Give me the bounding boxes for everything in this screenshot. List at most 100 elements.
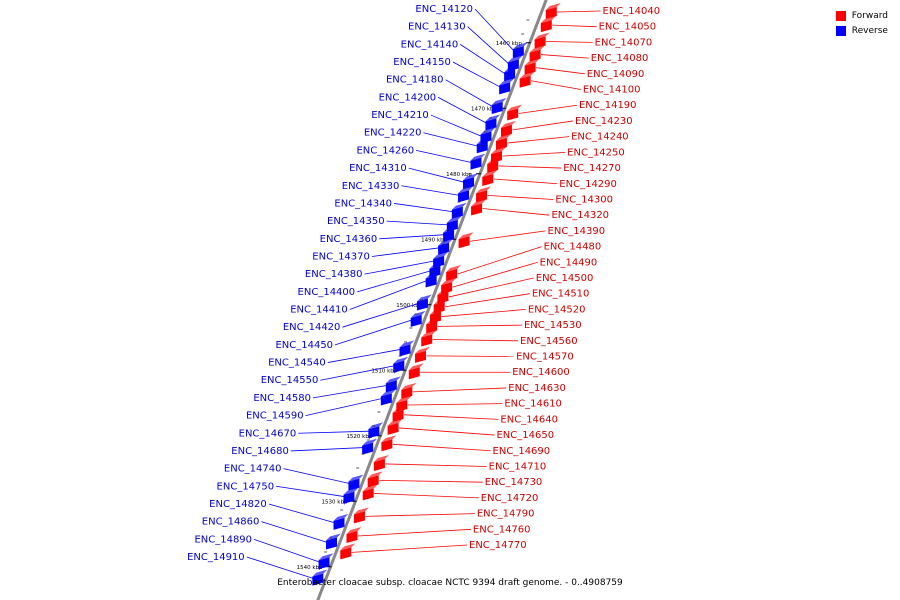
reverse-leader-line: [415, 150, 473, 164]
forward-gene-label: ENC_14560: [520, 336, 578, 347]
forward-gene-enc_14050: [540, 16, 556, 33]
forward-gene-enc_14650: [387, 418, 403, 435]
forward-gene-label: ENC_14770: [469, 540, 527, 551]
forward-leader-line: [351, 544, 468, 553]
forward-gene-label: ENC_14720: [481, 493, 539, 504]
reverse-leader-line: [386, 220, 449, 226]
forward-gene-label: ENC_14100: [583, 85, 641, 96]
reverse-leader-line: [357, 270, 432, 293]
forward-gene-enc_14040: [545, 3, 561, 19]
reverse-leader-line: [327, 348, 402, 363]
reverse-gene-label: ENC_14380: [305, 269, 363, 280]
reverse-leader-line: [423, 132, 479, 147]
forward-gene-enc_14730: [367, 471, 383, 488]
reverse-gene-label: ENC_14220: [364, 128, 422, 139]
forward-leader-line: [399, 427, 495, 436]
legend-forward: Forward: [835, 8, 888, 23]
reverse-gene-label: ENC_14680: [231, 446, 289, 457]
reverse-leader-line: [283, 468, 351, 484]
reverse-leader-line: [467, 26, 510, 65]
reverse-gene-label: ENC_14360: [320, 234, 378, 245]
forward-leader-line: [437, 324, 522, 327]
reverse-gene-label: ENC_14580: [253, 393, 311, 404]
reverse-gene-label: ENC_14200: [379, 92, 437, 103]
reverse-leader-line: [393, 203, 454, 213]
forward-gene-label: ENC_14270: [563, 163, 621, 174]
reverse-gene-label: ENC_14260: [356, 145, 414, 156]
reverse-swatch: [835, 25, 846, 36]
forward-leader-line: [498, 165, 562, 169]
reverse-gene-label: ENC_14340: [334, 198, 392, 209]
reverse-gene-enc_14590: [380, 389, 396, 406]
forward-leader-line: [470, 230, 546, 242]
reverse-gene-label: ENC_14860: [202, 517, 260, 528]
reverse-leader-line: [379, 234, 445, 240]
forward-gene-enc_14230: [500, 120, 516, 137]
reverse-leader-line: [460, 44, 506, 75]
reverse-gene-label: ENC_14350: [327, 216, 385, 227]
forward-gene-enc_14690: [381, 435, 397, 452]
forward-gene-label: ENC_14760: [473, 524, 531, 535]
reverse-gene-enc_14260: [470, 153, 486, 170]
genome-caption: Enterobacter cloacae subsp. cloacae NCTC…: [277, 578, 623, 588]
reverse-gene-label: ENC_14400: [298, 287, 356, 298]
forward-gene-label: ENC_14240: [571, 132, 629, 143]
forward-gene-label: ENC_14390: [548, 226, 606, 237]
forward-leader-line: [512, 120, 574, 131]
reverse-gene-label: ENC_14890: [194, 534, 252, 545]
reverse-gene-label: ENC_14910: [187, 552, 245, 563]
reverse-leader-line: [253, 538, 321, 563]
forward-gene-enc_14090: [524, 58, 540, 75]
forward-gene-enc_14290: [482, 170, 498, 187]
reverse-gene-label: ENC_14750: [217, 481, 275, 492]
forward-leader-line: [541, 54, 589, 59]
reverse-leader-line: [474, 8, 515, 52]
reverse-leader-line: [276, 485, 346, 498]
reverse-gene-label: ENC_14140: [401, 39, 459, 50]
forward-leader-line: [445, 293, 530, 308]
reverse-leader-line: [401, 185, 460, 196]
forward-gene-label: ENC_14500: [536, 273, 594, 284]
reverse-leader-line: [371, 247, 440, 257]
forward-gene-label: ENC_14070: [595, 37, 653, 48]
forward-leader-line: [379, 479, 483, 483]
reverse-leader-line: [342, 303, 419, 328]
forward-gene-enc_14190: [507, 104, 523, 121]
forward-swatch: [835, 10, 846, 21]
legend-forward-label: Forward: [851, 10, 888, 21]
forward-gene-enc_14560: [421, 330, 437, 347]
forward-leader-line: [385, 463, 487, 467]
forward-gene-label: ENC_14300: [555, 194, 613, 205]
forward-gene-label: ENC_14190: [579, 100, 637, 111]
reverse-gene-label: ENC_14210: [371, 110, 429, 121]
forward-leader-line: [452, 261, 538, 288]
forward-gene-enc_14630: [401, 382, 417, 399]
forward-gene-label: ENC_14520: [528, 304, 586, 315]
reverse-gene-enc_14580: [385, 376, 401, 393]
reverse-gene-enc_14670: [368, 422, 384, 439]
forward-leader-line: [457, 246, 542, 275]
forward-gene-label: ENC_14040: [603, 6, 661, 17]
reverse-leader-line: [290, 447, 364, 452]
forward-gene-enc_14600: [408, 363, 424, 380]
forward-gene-label: ENC_14630: [508, 383, 566, 394]
forward-leader-line: [546, 41, 593, 43]
forward-leader-line: [392, 443, 491, 452]
forward-gene-enc_14640: [392, 405, 408, 422]
reverse-leader-line: [452, 61, 501, 88]
reverse-gene-label: ENC_14670: [239, 428, 297, 439]
legend-reverse: Reverse: [835, 23, 888, 38]
forward-leader-line: [536, 67, 585, 75]
forward-gene-label: ENC_14510: [532, 289, 590, 300]
reverse-leader-line: [364, 260, 435, 275]
reverse-leader-line: [349, 280, 428, 310]
forward-gene-label: ENC_14290: [559, 179, 617, 190]
forward-gene-label: ENC_14640: [500, 414, 558, 425]
tick-label: 1510 kbp: [371, 368, 397, 374]
reverse-gene-enc_14180: [491, 97, 507, 114]
forward-gene-label: ENC_14650: [496, 430, 554, 441]
reverse-gene-label: ENC_14330: [342, 181, 400, 192]
forward-gene-label: ENC_14480: [544, 242, 602, 253]
forward-gene-enc_14480: [446, 265, 462, 281]
